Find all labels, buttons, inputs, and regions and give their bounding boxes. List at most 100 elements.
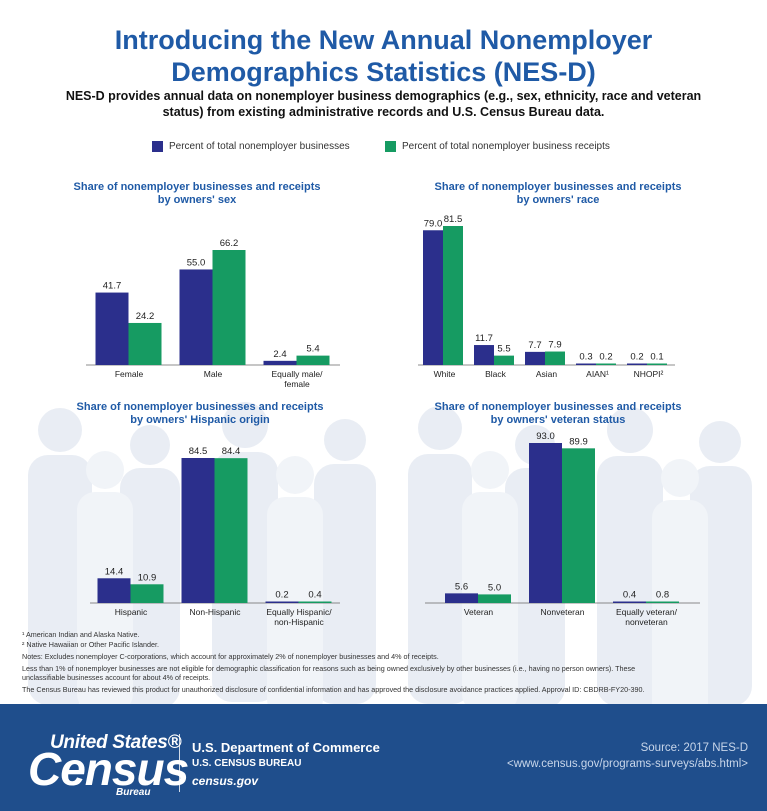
note-unclassifiable-1: Less than 1% of nonemployer businesses a… — [22, 664, 636, 673]
chart-0-category-label-2-1: female — [284, 379, 310, 389]
chart-0-bar-0-0 — [95, 292, 129, 365]
chart-1-value-label-3-1: 0.2 — [599, 352, 612, 363]
chart-0-category-label-1-0: Male — [204, 369, 223, 379]
chart-1-value-label-2-0: 7.7 — [528, 340, 541, 351]
chart-1-bar-4-1 — [647, 363, 667, 365]
page-title-line1: Introducing the New Annual Nonemployer — [114, 25, 653, 55]
source-url-link[interactable]: <www.census.gov/programs-surveys/abs.htm… — [507, 758, 748, 770]
chart-2-title-line2: by owners' Hispanic origin — [130, 414, 270, 426]
chart-0-category-label-0-0: Female — [115, 369, 144, 379]
chart-2-category-label-1-0: Non-Hispanic — [189, 607, 241, 617]
chart-0-value-label-0-1: 24.2 — [136, 311, 155, 322]
chart-3-bar-1-0 — [529, 443, 562, 603]
chart-0-value-label-1-1: 66.2 — [220, 238, 239, 249]
chart-2-value-label-2-0: 0.2 — [275, 590, 288, 601]
subtitle-line1: NES-D provides annual data on nonemploye… — [65, 89, 702, 103]
chart-0-bar-2-0 — [263, 360, 297, 365]
chart-0-title-line2: by owners' sex — [158, 194, 237, 206]
subtitle-line2: status) from existing administrative rec… — [162, 105, 605, 119]
chart-0-value-label-1-0: 55.0 — [187, 257, 206, 268]
legend-item-receipts: Percent of total nonemployer business re… — [385, 139, 610, 153]
chart-1-category-label-3-0: AIAN¹ — [586, 369, 609, 379]
chart-1-bar-3-0 — [576, 363, 596, 365]
chart-2-title-line1: Share of nonemployer businesses and rece… — [77, 401, 324, 413]
chart-0-bar-1-1 — [212, 250, 246, 365]
chart-1-value-label-1-0: 11.7 — [475, 333, 493, 344]
chart-3-value-label-1-1: 89.9 — [569, 436, 588, 447]
chart-0-bar-0-1 — [128, 322, 162, 365]
chart-1-category-label-0-0: White — [434, 369, 456, 379]
source-text: Source: 2017 NES-D — [640, 742, 748, 754]
chart-2-value-label-0-1: 10.9 — [138, 572, 157, 583]
chart-3-title-line1: Share of nonemployer businesses and rece… — [435, 401, 682, 413]
chart-2-bar-2-1 — [298, 601, 332, 603]
page-title-line2: Demographics Statistics (NES-D) — [171, 57, 596, 87]
chart-0-value-label-0-0: 41.7 — [103, 281, 122, 292]
chart-2-bar-1-0 — [181, 458, 215, 603]
chart-1-value-label-3-0: 0.3 — [579, 352, 592, 363]
chart-1-value-label-1-1: 5.5 — [497, 344, 510, 355]
chart-1-category-label-4-0: NHOPI² — [634, 369, 664, 379]
legend-label-receipts: Percent of total nonemployer business re… — [402, 140, 610, 152]
chart-2-category-label-2-1: non-Hispanic — [274, 617, 324, 627]
legend-label-businesses: Percent of total nonemployer businesses — [169, 140, 350, 152]
chart-2-category-label-2-0: Equally Hispanic/ — [266, 607, 332, 617]
chart-0-value-label-2-1: 5.4 — [306, 344, 319, 355]
chart-2-value-label-1-0: 84.5 — [189, 446, 208, 457]
chart-2-bar-0-0 — [97, 578, 131, 603]
chart-1-bar-2-1 — [545, 351, 565, 365]
chart-0-bar-2-1 — [296, 355, 330, 365]
chart-1-bar-0-1 — [443, 226, 463, 365]
chart-1-bar-0-0 — [423, 230, 443, 365]
chart-2-bar-0-1 — [130, 584, 164, 603]
chart-3-bar-2-0 — [613, 601, 646, 603]
chart-2-bar-1-1 — [214, 458, 248, 603]
chart-0-category-label-2-0: Equally male/ — [271, 369, 323, 379]
chart-3-bar-1-1 — [562, 448, 595, 603]
chart-1-value-label-0-1: 81.5 — [444, 214, 463, 225]
chart-2-value-label-1-1: 84.4 — [222, 446, 241, 457]
chart-1-value-label-2-1: 7.9 — [548, 340, 561, 351]
chart-0-bar-1-0 — [179, 269, 213, 365]
bureau-name: U.S. CENSUS BUREAU — [192, 758, 302, 769]
chart-3-bar-0-0 — [445, 593, 478, 603]
footnote-aian: ¹ American Indian and Alaska Native. — [22, 630, 140, 639]
census-logo-bureau: Bureau — [116, 787, 151, 798]
chart-1-bar-2-0 — [525, 351, 545, 365]
legend-swatch-receipts — [385, 140, 396, 152]
chart-1-category-label-2-0: Asian — [536, 369, 558, 379]
chart-3-value-label-0-0: 5.6 — [455, 581, 468, 592]
footer: United States® Census Bureau U.S. Depart… — [0, 704, 767, 811]
website-link[interactable]: census.gov — [192, 774, 259, 788]
chart-3-category-label-2-0: Equally veteran/ — [616, 607, 678, 617]
chart-2-bar-2-0 — [265, 601, 299, 603]
chart-3-value-label-0-1: 5.0 — [488, 582, 501, 593]
chart-1-category-label-1-0: Black — [485, 369, 507, 379]
chart-2-value-label-0-0: 14.4 — [105, 566, 124, 577]
chart-1-bar-4-0 — [627, 363, 647, 365]
department-name: U.S. Department of Commerce — [192, 740, 380, 755]
chart-1-bar-1-0 — [474, 345, 494, 365]
chart-3-title-line2: by owners' veteran status — [491, 414, 626, 426]
census-logo-top: United States® — [50, 732, 182, 753]
chart-1-title-line2: by owners' race — [517, 194, 600, 206]
chart-1-bar-3-1 — [596, 363, 616, 365]
chart-1-bar-1-1 — [494, 355, 514, 365]
footer-divider — [179, 734, 180, 792]
chart-0-value-label-2-0: 2.4 — [273, 349, 286, 360]
chart-3-value-label-2-1: 0.8 — [656, 590, 669, 601]
note-disclosure: The Census Bureau has reviewed this prod… — [22, 685, 645, 694]
note-c-corporations: Notes: Excludes nonemployer C-corporatio… — [22, 652, 439, 661]
legend-item-businesses: Percent of total nonemployer businesses — [152, 139, 350, 153]
footnote-nhopi: ² Native Hawaiian or Other Pacific Islan… — [22, 640, 160, 649]
chart-3-value-label-2-0: 0.4 — [623, 590, 636, 601]
chart-2-category-label-0-0: Hispanic — [115, 607, 148, 617]
chart-1-value-label-4-0: 0.2 — [630, 352, 643, 363]
chart-3-bar-0-1 — [478, 594, 511, 603]
legend-swatch-businesses — [152, 140, 163, 152]
chart-1-title-line1: Share of nonemployer businesses and rece… — [435, 181, 682, 193]
chart-1-value-label-4-1: 0.1 — [650, 352, 663, 363]
chart-3-category-label-1-0: Nonveteran — [541, 607, 585, 617]
chart-3-bar-2-1 — [646, 601, 679, 603]
